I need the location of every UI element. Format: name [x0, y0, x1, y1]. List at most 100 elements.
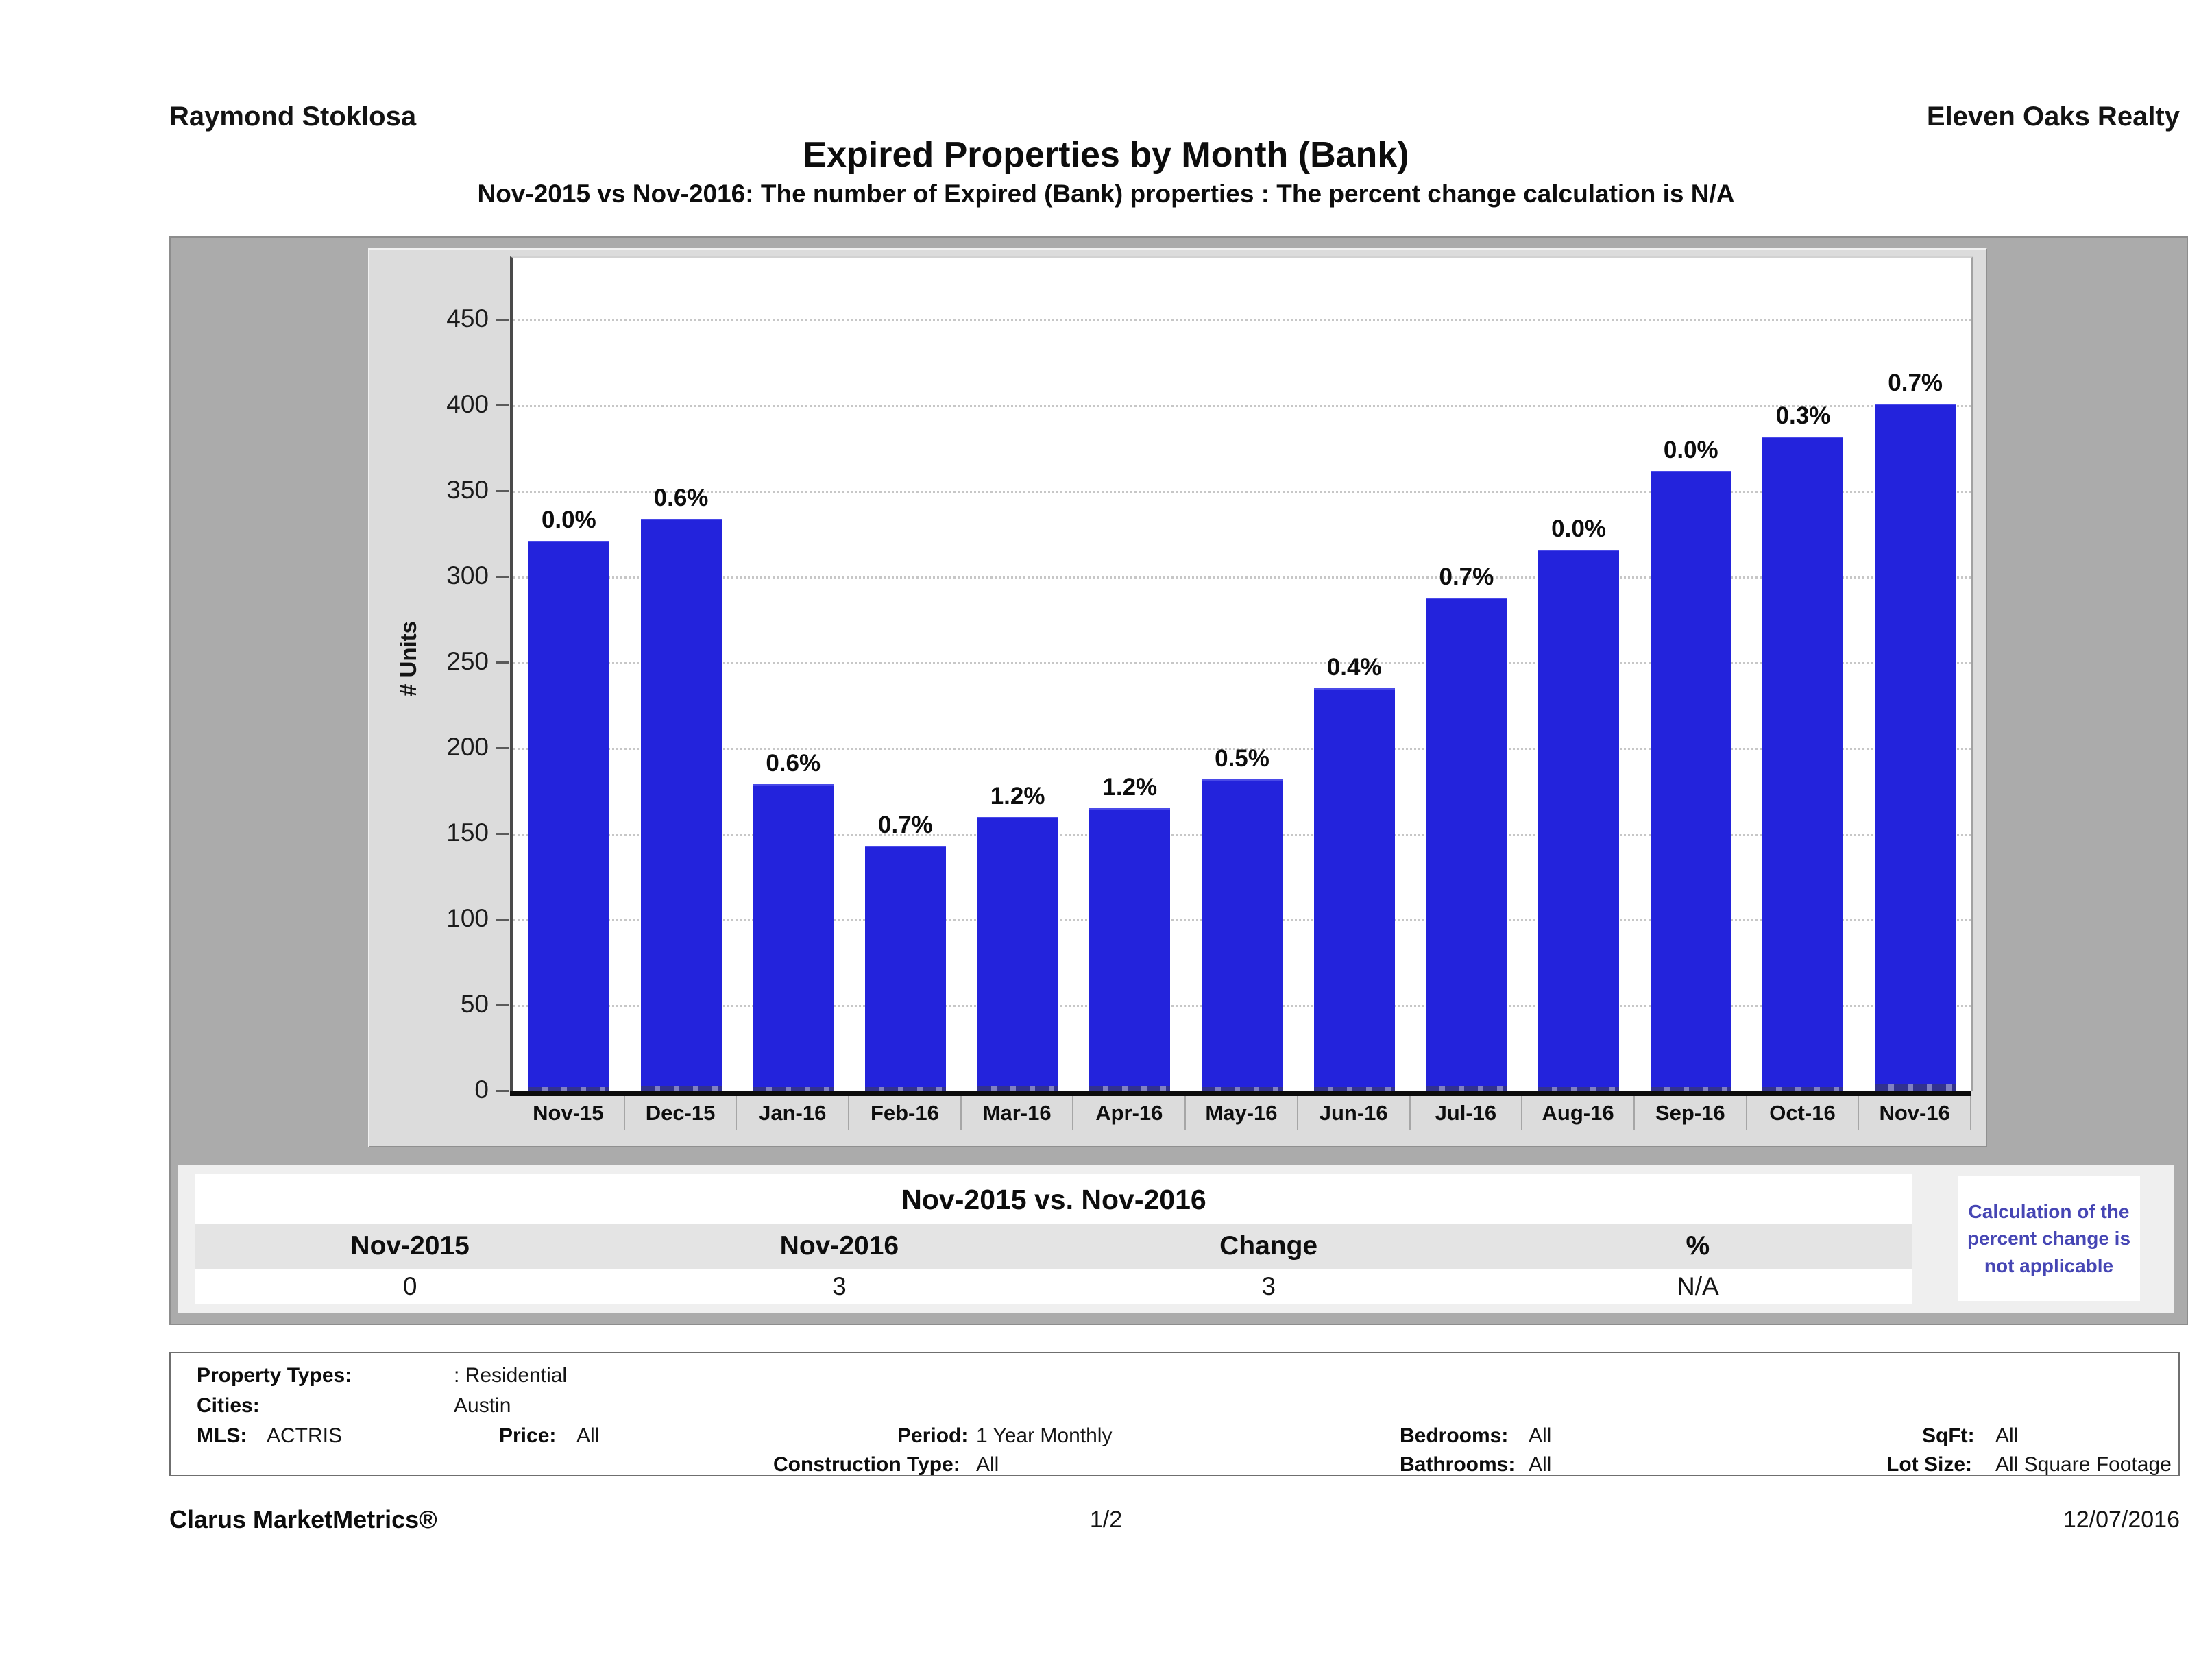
y-tick-label: 250: [446, 647, 489, 675]
page-number: 1/2: [1089, 1507, 1123, 1533]
bar-pct-label: 0.4%: [1326, 654, 1382, 681]
comparison-value: 0: [402, 1272, 417, 1300]
y-tick-label: 150: [446, 818, 489, 847]
price-label: Price:: [499, 1424, 557, 1447]
y-tick-label: 300: [446, 561, 489, 589]
y-tick-label: 0: [474, 1075, 489, 1104]
bar-pct-label: 0.0%: [1663, 436, 1718, 463]
y-gridline: [513, 576, 1971, 579]
chart-panel: # Units Nov-15 Dec-15 Jan-16 Feb-16 Mar-16 Ap…: [368, 248, 1987, 1147]
mls-label: MLS:: [197, 1424, 247, 1447]
x-axis-line: [510, 1091, 1971, 1096]
expired-bar: [864, 846, 946, 1091]
percent-change-note-box: Calculation of the percent change is not…: [1958, 1176, 2140, 1301]
bar-pct-label: 0.6%: [766, 750, 821, 777]
x-tick-label: Apr-16: [1073, 1096, 1187, 1130]
expired-bar: [977, 816, 1058, 1091]
y-tick-mark: [496, 661, 509, 664]
bar-pct-label: 0.3%: [1775, 402, 1831, 429]
x-tick-label: Jan-16: [737, 1096, 850, 1130]
expired-bank-bar: [1313, 1087, 1395, 1091]
y-tick-mark: [496, 1004, 509, 1006]
expired-bar: [1650, 470, 1731, 1091]
comparison-value: N/A: [1677, 1272, 1719, 1300]
y-tick-mark: [496, 833, 509, 835]
bathrooms-label: Bathrooms:: [1400, 1453, 1516, 1476]
bar-pct-label: 0.7%: [1439, 563, 1494, 590]
chart-container: # Units Nov-15 Dec-15 Jan-16 Feb-16 Mar-16 Ap…: [169, 236, 2188, 1325]
comparison-col-header: Change: [1219, 1231, 1318, 1261]
comparison-value-row: 0 3 3 N/A: [195, 1269, 1912, 1304]
y-tick-mark: [496, 576, 509, 578]
expired-bar: [1089, 808, 1171, 1091]
bedrooms-label: Bedrooms:: [1400, 1424, 1509, 1447]
comparison-value: 3: [1261, 1272, 1276, 1300]
expired-bank-bar: [1762, 1087, 1844, 1091]
y-gridline: [513, 662, 1971, 664]
y-gridline: [513, 748, 1971, 750]
expired-bar: [753, 784, 834, 1091]
comparison-col-header: Nov-2015: [350, 1231, 470, 1261]
comparison-panel: Nov-2015 vs. Nov-2016 Nov-2015 Nov-2016 …: [178, 1165, 2174, 1313]
construction-type-label: Construction Type:: [773, 1453, 960, 1476]
period-label: Period:: [897, 1424, 969, 1447]
x-tick-label: Mar-16: [962, 1096, 1074, 1130]
x-tick-label: May-16: [1186, 1096, 1298, 1130]
expired-bar: [1875, 404, 1956, 1091]
comparison-col-header: Nov-2016: [779, 1231, 899, 1261]
x-tick-label: Nov-15: [513, 1096, 625, 1130]
y-tick-label: 100: [446, 904, 489, 932]
agent-name: Raymond Stoklosa: [169, 101, 417, 132]
expired-bank-bar: [528, 1087, 609, 1091]
expired-bank-bar: [1538, 1087, 1620, 1091]
expired-bank-bar: [640, 1086, 722, 1091]
y-gridline: [513, 405, 1971, 407]
expired-bank-bar: [1875, 1084, 1956, 1091]
y-tick-mark: [496, 919, 509, 921]
cities-value: Austin: [454, 1394, 511, 1417]
x-tick-label: Feb-16: [849, 1096, 962, 1130]
expired-bank-bar: [977, 1086, 1058, 1091]
y-tick-mark: [496, 747, 509, 749]
plot-area: Nov-15 Dec-15 Jan-16 Feb-16 Mar-16 Apr-16 May-…: [446, 256, 1973, 1130]
x-tick-label: Jun-16: [1298, 1096, 1411, 1130]
expired-bank-bar: [1089, 1086, 1171, 1091]
bar-pct-label: 0.5%: [1215, 744, 1269, 772]
product-name: Clarus MarketMetrics®: [169, 1505, 437, 1533]
expired-bank-bar: [753, 1087, 834, 1091]
y-tick-label: 200: [446, 733, 489, 761]
bar-pct-label: 0.0%: [541, 507, 596, 533]
cities-label: Cities:: [197, 1394, 260, 1417]
mls-value: ACTRIS: [267, 1424, 343, 1447]
expired-bank-bar: [864, 1087, 946, 1091]
y-tick-label: 350: [446, 476, 489, 504]
criteria-box: Property Types: : Residential Cities: Au…: [169, 1352, 2180, 1476]
bar-pct-label: 0.7%: [878, 812, 933, 838]
y-tick-mark: [496, 1090, 509, 1092]
bar-pct-label: 1.2%: [990, 782, 1045, 810]
sqft-label: SqFt:: [1922, 1424, 1975, 1447]
lot-size-label: Lot Size:: [1886, 1453, 1972, 1476]
expired-bank-bar: [1650, 1087, 1731, 1091]
property-types-label: Property Types:: [197, 1364, 352, 1387]
report-date: 12/07/2016: [2063, 1507, 2180, 1533]
lot-size-value: All Square Footage: [1995, 1453, 2172, 1476]
expired-bar: [1538, 549, 1620, 1091]
y-gridline: [513, 319, 1971, 321]
bathrooms-value: All: [1529, 1453, 1552, 1476]
x-tick-label: Nov-16: [1859, 1096, 1971, 1130]
comparison-value: 3: [832, 1272, 847, 1300]
expired-bank-bar: [1202, 1087, 1283, 1091]
report-title: Expired Properties by Month (Bank): [803, 135, 1409, 175]
comparison-title: Nov-2015 vs. Nov-2016: [195, 1174, 1912, 1224]
construction-type-value: All: [976, 1453, 999, 1476]
y-tick-label: 450: [446, 304, 489, 332]
brokerage-name: Eleven Oaks Realty: [1926, 101, 2180, 132]
expired-bar: [1202, 779, 1283, 1091]
y-tick-mark: [496, 319, 509, 321]
sqft-value: All: [1995, 1424, 2019, 1447]
bar-pct-label: 0.6%: [653, 484, 709, 511]
x-tick-label: Dec-15: [625, 1096, 738, 1130]
y-gridline: [513, 491, 1971, 493]
